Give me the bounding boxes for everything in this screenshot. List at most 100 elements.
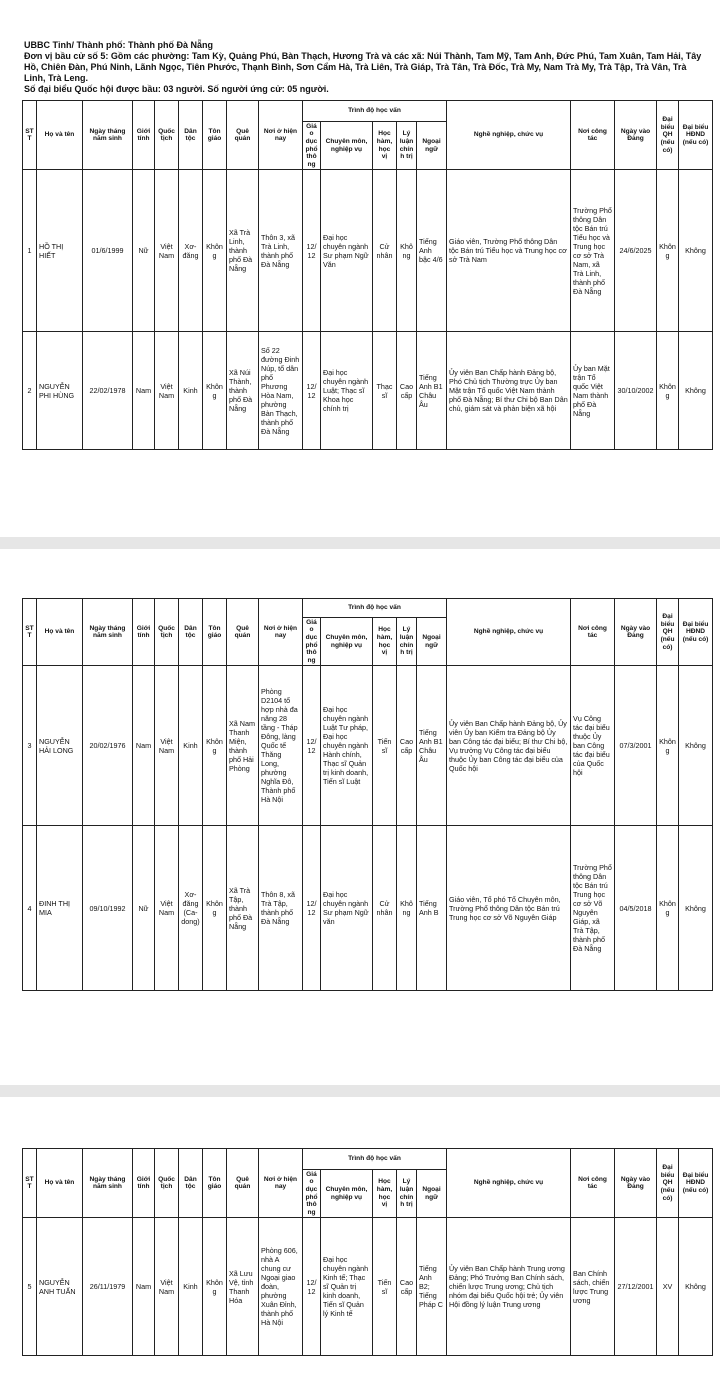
- column-header: Học hàm, học vị: [372, 1168, 397, 1219]
- column-group-header: Trình độ học vấn: [301, 598, 448, 618]
- column-header: Nơi công tác: [570, 1147, 616, 1219]
- cell: 09/10/1992: [82, 825, 133, 992]
- cell: Không: [396, 825, 417, 992]
- header-row: Giáo dục phổ thông Chuyên môn, nghiệp vụ H…: [23, 616, 713, 667]
- cell: Ủy viên Ban Chấp hành Trung ương Đảng; P…: [446, 1217, 572, 1357]
- cell: Tiến sĩ: [372, 1217, 397, 1357]
- cell: Nam: [132, 1217, 155, 1357]
- column-group-header: Trình độ học vấn: [301, 1148, 448, 1170]
- header-row: STT Họ và tên Ngày tháng năm sinh Giới tính…: [22, 597, 714, 667]
- cell: Việt Nam: [154, 665, 179, 827]
- column-header: Lý luận chính trị: [396, 616, 417, 667]
- column-header: Quốc tịch: [154, 597, 179, 667]
- column-header: STT: [22, 99, 37, 171]
- page-separator: [0, 1085, 720, 1097]
- cell: 22/02/1978: [82, 331, 133, 451]
- column-header: Giới tính: [132, 1147, 155, 1219]
- column-header: Tôn giáo: [202, 597, 227, 667]
- cell: Không: [678, 665, 714, 827]
- column-header: Quốc tịch: [154, 1147, 179, 1219]
- cell: Thôn 8, xã Trà Tập, thành phố Đà Nẵng: [258, 825, 303, 992]
- cell: 12/12: [302, 169, 321, 333]
- column-header: Quê quán: [226, 99, 259, 171]
- cell: Không: [656, 331, 680, 451]
- column-header: Đại biểu HĐND (nếu có): [678, 597, 714, 667]
- page-section: STT Họ và tên Ngày tháng năm sinh Giới tính…: [22, 597, 714, 992]
- cell: Kinh: [178, 331, 203, 451]
- cell: Nữ: [132, 169, 155, 333]
- header-row: STT Họ và tên Ngày tháng năm sinh Giới tính…: [22, 1147, 714, 1219]
- column-header: Họ và tên: [36, 597, 83, 667]
- column-header: Họ và tên: [36, 1147, 83, 1219]
- column-header: Chuyên môn, nghiệp vụ: [320, 120, 373, 171]
- cell: Cao cấp: [396, 331, 417, 451]
- cell: Xã Núi Thành, thành phố Đà Nẵng: [226, 331, 259, 451]
- page-section: STT Họ và tên Ngày tháng năm sinh Giới tính…: [22, 99, 714, 451]
- column-header: Lý luận chính trị: [396, 120, 417, 171]
- cell: Đại học chuyên ngành Sư phạm Ngữ Văn: [320, 169, 373, 333]
- cell: 24/6/2025: [614, 169, 658, 333]
- column-header: Nơi ở hiện nay: [258, 1147, 303, 1219]
- cell: 27/12/2001: [614, 1217, 658, 1357]
- cell: 04/5/2018: [614, 825, 658, 992]
- cell: 01/6/1999: [82, 169, 133, 333]
- cell: Xã Lưu Vệ, tỉnh Thanh Hóa: [226, 1217, 259, 1357]
- column-header: Quốc tịch: [154, 99, 179, 171]
- candidate-row: 2 NGUYỄN PHI HÙNG 22/02/1978 Nam Việt Nam Kin…: [22, 331, 714, 451]
- column-header: Đại biểu HĐND (nếu có): [678, 1147, 714, 1219]
- cell: Không: [656, 169, 680, 333]
- cell: 1: [22, 169, 37, 333]
- cell: 07/3/2001: [614, 665, 658, 827]
- cell: Tiếng Anh B: [415, 825, 448, 992]
- cell: Xã Nam Thanh Miện, thành phố Hải Phòng: [226, 665, 259, 827]
- column-header: Đại biểu QH (nếu có): [656, 1147, 680, 1219]
- column-header: Nơi công tác: [570, 99, 616, 171]
- cell: Trường Phổ thông Dân tộc Bán trú Tiểu họ…: [570, 169, 616, 333]
- candidate-row: 4 ĐINH THỊ MIA 09/10/1992 Nữ Việt Nam Xơ-đăng…: [22, 825, 714, 992]
- cell: Kinh: [178, 665, 203, 827]
- cell: Không: [202, 1217, 227, 1357]
- cell: Cử nhân: [372, 825, 397, 992]
- column-header: Ngày vào Đảng: [614, 597, 658, 667]
- column-header: STT: [22, 597, 37, 667]
- candidate-row: 5 NGUYỄN ANH TUẤN 26/11/1979 Nam Việt Nam Kin…: [22, 1217, 714, 1357]
- cell: Không: [202, 825, 227, 992]
- column-header: Quê quán: [226, 1147, 259, 1219]
- column-header: Giáo dục phổ thông: [302, 616, 321, 667]
- cell: Nữ: [132, 825, 155, 992]
- cell: Không: [202, 169, 227, 333]
- column-header: Đại biểu QH (nếu có): [656, 99, 680, 171]
- column-header: Học hàm, học vị: [372, 120, 397, 171]
- cell: Không: [656, 825, 680, 992]
- column-header: Ngoại ngữ: [415, 1168, 448, 1219]
- cell: Không: [396, 169, 417, 333]
- column-header: Nghề nghiệp, chức vụ: [446, 1147, 572, 1219]
- column-header: Nghề nghiệp, chức vụ: [446, 99, 572, 171]
- column-header: Đại biểu QH (nếu có): [656, 597, 680, 667]
- cell: Tiếng Anh B1 Châu Âu: [415, 665, 448, 827]
- candidate-table: STT Họ và tên Ngày tháng năm sinh Giới tính…: [22, 597, 714, 992]
- header-line: Đơn vị bầu cử số 5: Gồm các phường: Tam …: [24, 51, 702, 83]
- cell: Ủy ban Mặt trận Tổ quốc Việt Nam thành p…: [570, 331, 616, 451]
- column-header: Ngoại ngữ: [415, 616, 448, 667]
- column-header: Ngày vào Đảng: [614, 99, 658, 171]
- cell: Tiếng Anh B2; Tiếng Pháp C: [415, 1217, 448, 1357]
- cell: Không: [678, 1217, 714, 1357]
- header-row: STT Họ và tên Ngày tháng năm sinh Giới tính…: [22, 99, 714, 171]
- column-header: Ngoại ngữ: [415, 120, 448, 171]
- cell: 5: [22, 1217, 37, 1357]
- column-header: Nơi ở hiện nay: [258, 99, 303, 171]
- cell: Việt Nam: [154, 1217, 179, 1357]
- column-header: STT: [22, 1147, 37, 1219]
- cell: NGUYỄN PHI HÙNG: [36, 331, 83, 451]
- candidate-table: STT Họ và tên Ngày tháng năm sinh Giới tính…: [22, 99, 714, 451]
- cell: XV: [656, 1217, 680, 1357]
- cell: 26/11/1979: [82, 1217, 133, 1357]
- cell: 20/02/1976: [82, 665, 133, 827]
- column-header: Ngày tháng năm sinh: [82, 597, 133, 667]
- cell: Cao cấp: [396, 1217, 417, 1357]
- cell: Kinh: [178, 1217, 203, 1357]
- column-header: Giáo dục phổ thông: [302, 1168, 321, 1219]
- cell: Xơ-đăng (Ca-dong): [178, 825, 203, 992]
- cell: Không: [678, 825, 714, 992]
